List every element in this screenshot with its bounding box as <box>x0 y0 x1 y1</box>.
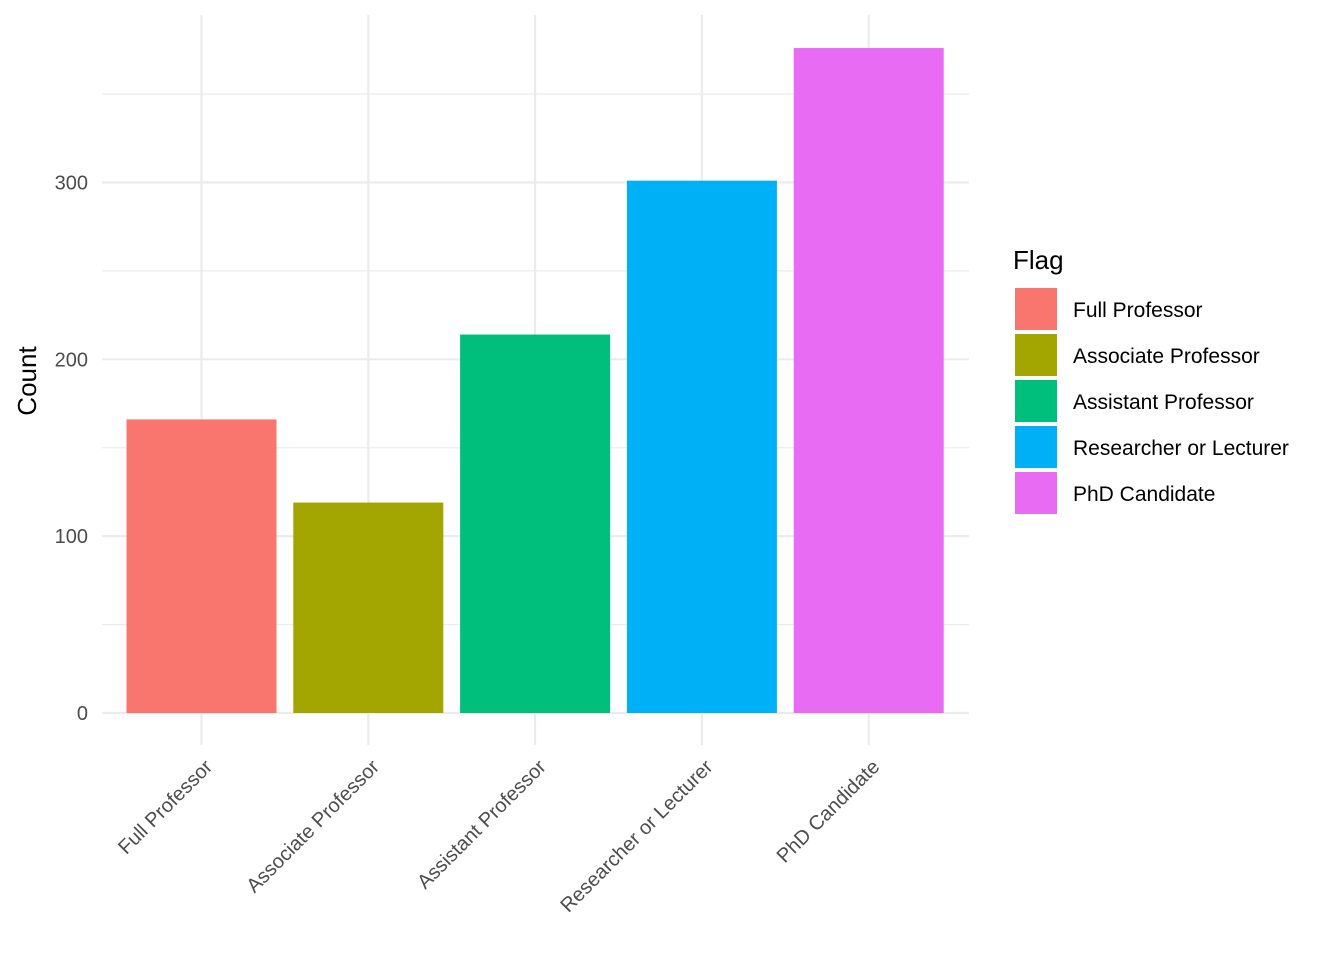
legend-key <box>1015 472 1057 514</box>
y-tick-label: 0 <box>77 703 88 725</box>
legend-key <box>1015 288 1057 330</box>
legend-item: Assistant Professor <box>1015 380 1254 422</box>
legend: Flag Full Professor Associate Professor As… <box>1013 245 1289 514</box>
legend-item: Associate Professor <box>1015 334 1260 376</box>
legend-label: Assistant Professor <box>1073 391 1254 414</box>
legend-label: PhD Candidate <box>1073 483 1215 506</box>
legend-item: PhD Candidate <box>1015 472 1215 514</box>
legend-key <box>1015 334 1057 376</box>
legend-item: Full Professor <box>1015 288 1203 330</box>
y-tick-label: 300 <box>55 172 88 194</box>
y-tick-label: 100 <box>55 526 88 548</box>
legend-item: Researcher or Lecturer <box>1015 426 1289 468</box>
x-tick-label: Researcher or Lecturer <box>556 756 717 917</box>
legend-label: Researcher or Lecturer <box>1073 437 1289 460</box>
y-tick-label: 200 <box>55 349 88 371</box>
legend-title: Flag <box>1013 245 1064 275</box>
bar-phd-candidate <box>793 48 944 713</box>
x-tick-label: Associate Professor <box>243 756 385 898</box>
legend-items: Full Professor Associate Professor Assista… <box>1015 288 1289 514</box>
bar-associate-professor <box>293 502 444 713</box>
bar-full-professor <box>126 419 277 713</box>
x-tick-label: PhD Candidate <box>773 756 884 867</box>
legend-label: Associate Professor <box>1073 345 1260 368</box>
x-axis-ticks: Full Professor Associate Professor Assista… <box>114 756 884 917</box>
legend-key <box>1015 380 1057 422</box>
bar-assistant-professor <box>460 334 611 713</box>
legend-label: Full Professor <box>1073 299 1203 322</box>
x-tick-label: Assistant Professor <box>413 756 551 894</box>
bars <box>126 48 944 713</box>
y-axis-ticks: 0 100 200 300 <box>55 172 88 725</box>
y-axis-title: Count <box>12 346 42 416</box>
bar-researcher-or-lecturer <box>626 180 777 713</box>
legend-key <box>1015 426 1057 468</box>
x-tick-label: Full Professor <box>114 756 217 859</box>
